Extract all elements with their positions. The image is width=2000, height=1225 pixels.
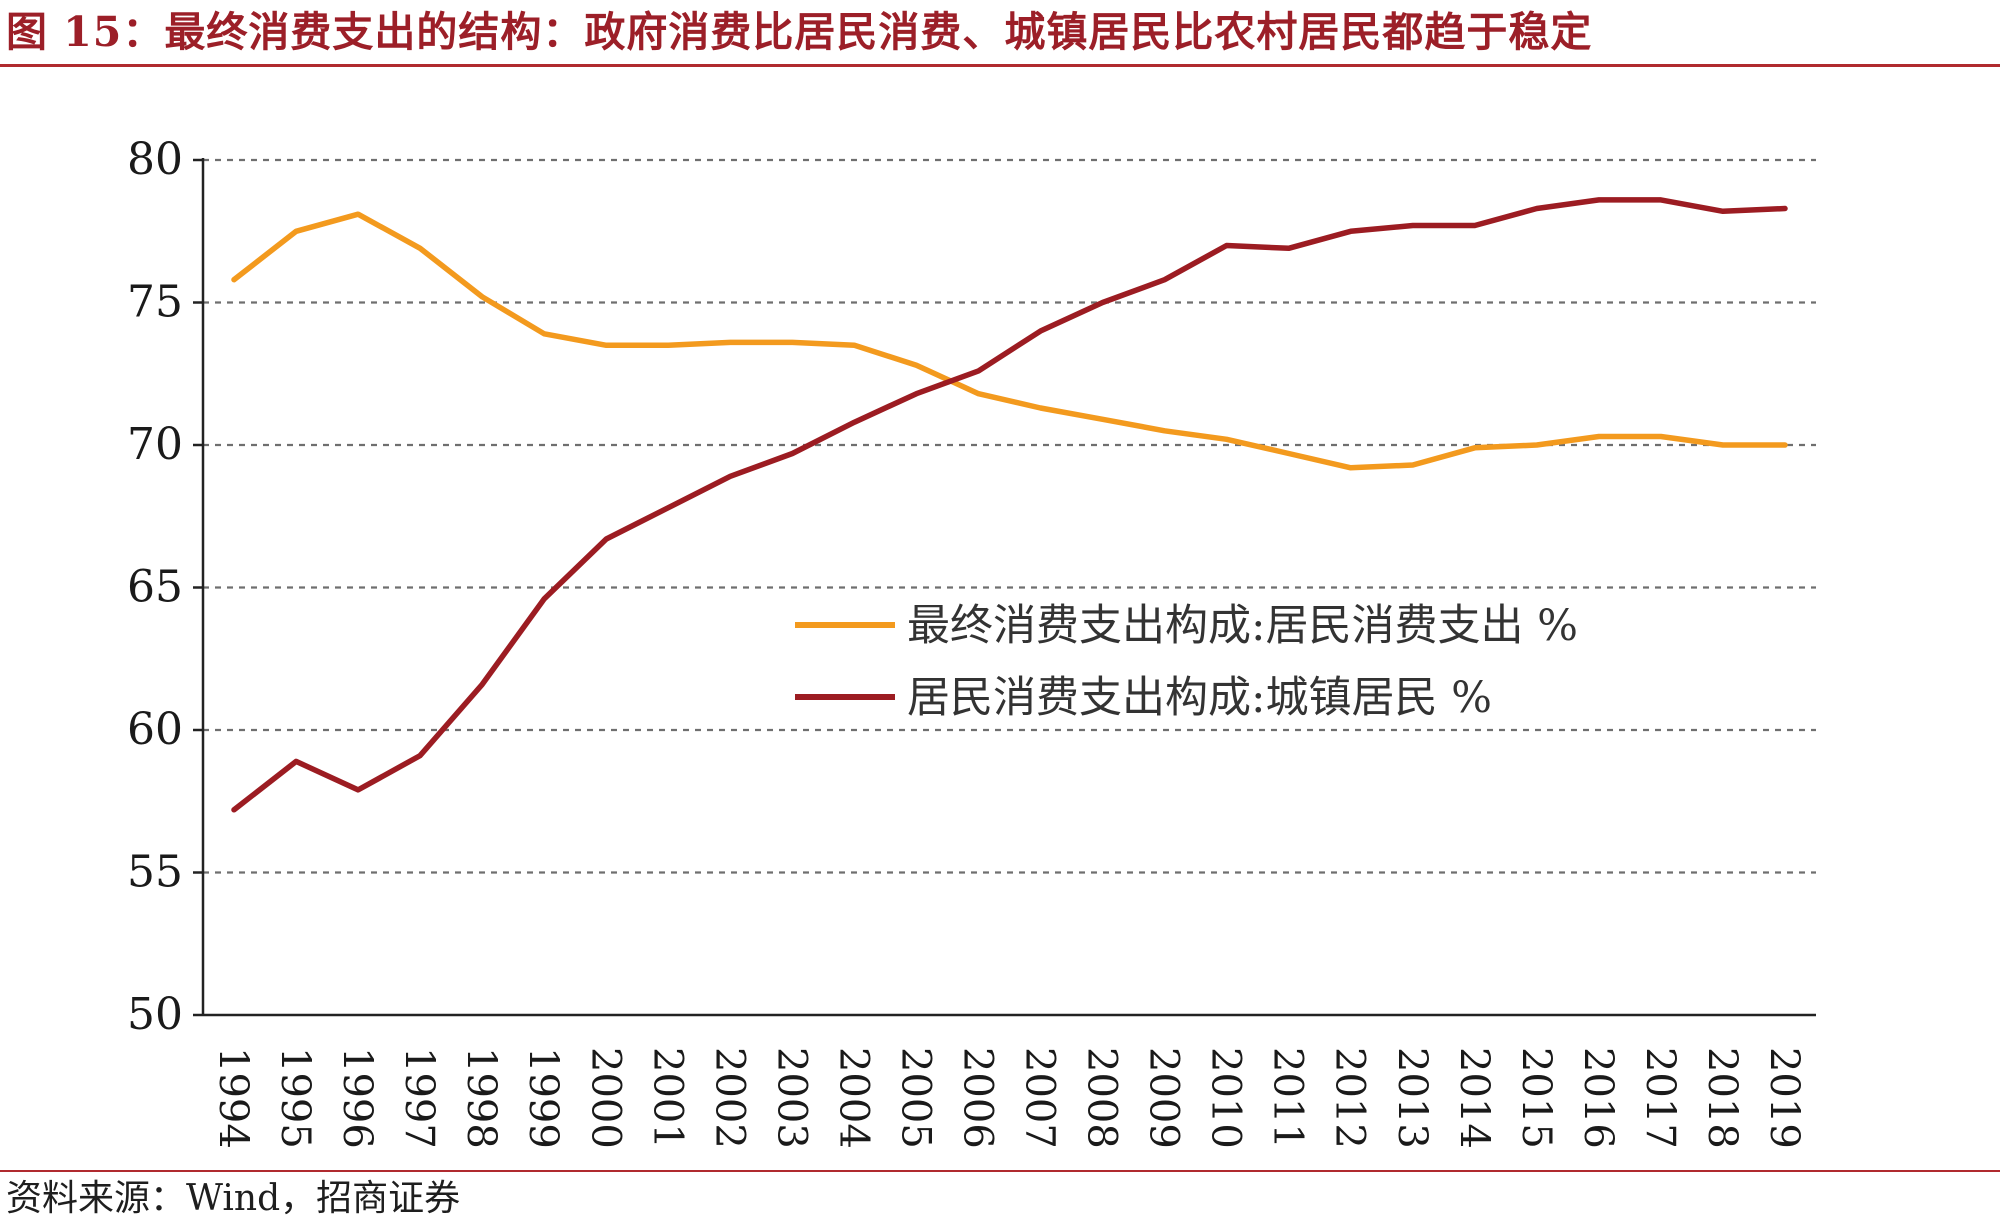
y-tick-label: 75 — [127, 277, 183, 328]
y-tick-label: 65 — [127, 562, 183, 613]
x-tick-label: 2017 — [1637, 1047, 1683, 1149]
x-tick-label: 2012 — [1327, 1047, 1373, 1149]
footer-divider — [0, 1170, 2000, 1172]
y-tick-label: 55 — [127, 847, 183, 898]
x-tick-label: 2015 — [1513, 1047, 1559, 1149]
x-tick-label: 1995 — [272, 1047, 318, 1149]
x-tick-label: 2004 — [830, 1047, 876, 1149]
x-tick-label: 2002 — [706, 1047, 752, 1149]
series-line-1 — [231, 211, 1788, 471]
x-tick-label: 2003 — [768, 1047, 814, 1149]
source-note: 资料来源：Wind，招商证券 — [6, 1178, 461, 1219]
title-divider — [0, 64, 2000, 67]
x-tick-label: 1999 — [520, 1047, 566, 1149]
y-axis-ticks: 50 55 60 65 70 75 80 — [127, 134, 183, 1040]
gridlines — [203, 158, 1816, 874]
x-tick-label: 1996 — [334, 1047, 380, 1149]
x-tick-label: 2014 — [1451, 1047, 1497, 1149]
x-tick-label: 1997 — [396, 1047, 442, 1149]
y-tick-label: 50 — [127, 989, 183, 1040]
legend-label-1: 最终消费支出构成:居民消费支出 % — [907, 601, 1578, 651]
y-tick-label: 60 — [127, 704, 183, 755]
series-lines — [231, 197, 1788, 813]
x-tick-label: 2001 — [644, 1047, 690, 1149]
x-tick-label: 2006 — [954, 1047, 1000, 1149]
x-tick-label: 2010 — [1203, 1047, 1249, 1149]
x-tick-label: 2019 — [1761, 1047, 1807, 1149]
legend-label-2: 居民消费支出构成:城镇居民 % — [907, 673, 1492, 723]
y-tick-label: 80 — [127, 134, 183, 185]
series-line-2 — [231, 197, 1788, 813]
x-tick-label: 2007 — [1017, 1047, 1063, 1149]
x-tick-label: 2011 — [1265, 1047, 1311, 1149]
y-tick-label: 70 — [127, 419, 183, 470]
x-tick-label: 2008 — [1079, 1047, 1125, 1149]
chart-title: 图 15：最终消费支出的结构：政府消费比居民消费、城镇居民比农村居民都趋于稳定 — [6, 8, 1593, 56]
x-tick-label: 2013 — [1389, 1047, 1435, 1149]
x-tick-label: 1994 — [210, 1047, 256, 1149]
x-tick-label: 2016 — [1575, 1047, 1621, 1149]
line-chart: 50 55 60 65 70 75 80 1994 1995 1996 1997 1998 1999 2… — [127, 134, 1816, 1149]
x-tick-label: 1998 — [458, 1047, 504, 1149]
x-tick-label: 2009 — [1141, 1047, 1187, 1149]
x-axis-ticks: 1994 1995 1996 1997 1998 1999 2000 2001 2002 2003… — [210, 1047, 1807, 1149]
axes — [193, 158, 1816, 1017]
x-tick-label: 2018 — [1699, 1047, 1745, 1149]
legend: 最终消费支出构成:居民消费支出 % 居民消费支出构成:城镇居民 % — [795, 601, 1578, 723]
x-tick-label: 2005 — [892, 1047, 938, 1149]
x-tick-label: 2000 — [582, 1047, 628, 1149]
